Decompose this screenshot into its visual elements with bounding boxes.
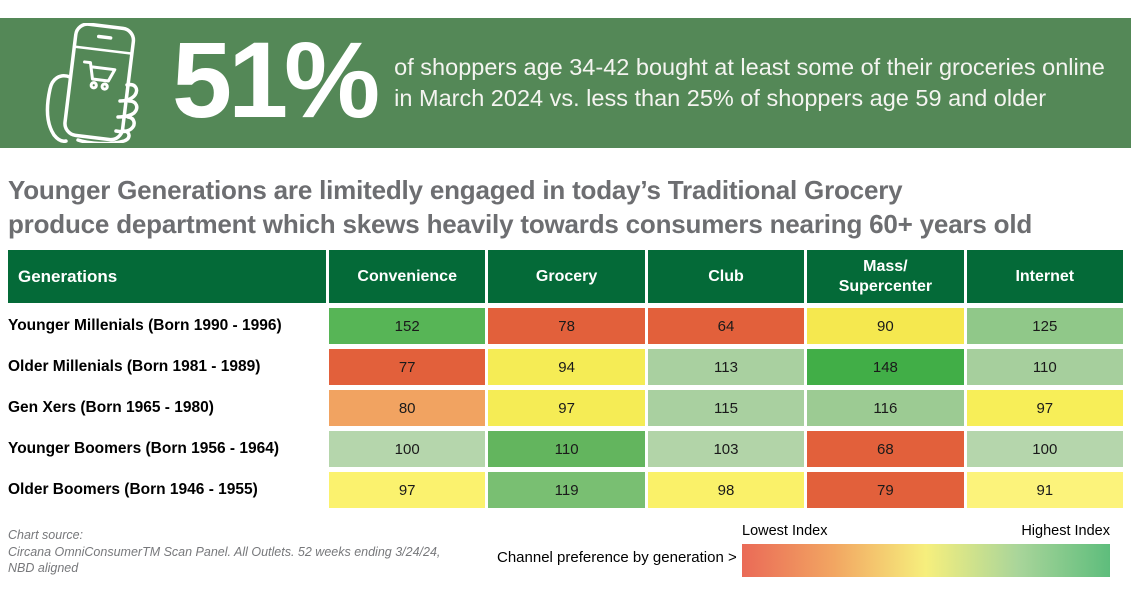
- heatmap-cell: 91: [966, 472, 1123, 508]
- heatmap-cell: 97: [488, 390, 645, 426]
- row-label: Gen Xers (Born 1965 - 1980): [8, 390, 326, 426]
- heatmap-cell: 110: [966, 349, 1123, 385]
- heatmap-cell: 68: [807, 431, 964, 467]
- heatmap-cell: 125: [966, 308, 1123, 344]
- column-header-convenience: Convenience: [329, 250, 486, 303]
- legend-low-label: Lowest Index: [742, 523, 828, 539]
- row-label: Younger Millenials (Born 1990 - 1996): [8, 308, 326, 344]
- hand-holding-phone-with-cart-icon: [45, 23, 139, 143]
- row-label: Older Millenials (Born 1981 - 1989): [8, 349, 326, 385]
- source-line: Chart source:: [8, 528, 84, 542]
- heatmap-cell: 78: [488, 308, 645, 344]
- column-header-mass-supercenter: Mass/ Supercenter: [807, 250, 964, 303]
- row-label: Older Boomers (Born 1946 - 1955): [8, 472, 326, 508]
- heatmap-cell: 97: [966, 390, 1123, 426]
- heatmap-cell: 80: [329, 390, 486, 426]
- column-header-internet: Internet: [966, 250, 1123, 303]
- heatmap-cell: 64: [647, 308, 805, 344]
- stat-value: 51%: [172, 19, 380, 140]
- row-label: Younger Boomers (Born 1956 - 1964): [8, 431, 326, 467]
- index-legend: Lowest Index Highest Index: [742, 523, 1110, 577]
- heatmap-cell: 116: [807, 390, 964, 426]
- heatmap-cell: 79: [807, 472, 964, 508]
- heatmap-cell: 77: [329, 349, 486, 385]
- heatmap-cell: 113: [647, 349, 805, 385]
- heatmap-cell: 119: [488, 472, 645, 508]
- heatmap-cell: 90: [807, 308, 964, 344]
- heatmap-cell: 115: [647, 390, 805, 426]
- source-line: Circana OmniConsumerTM Scan Panel. All O…: [8, 544, 441, 559]
- stat-description: of shoppers age 34-42 bought at least so…: [394, 54, 1105, 111]
- chart-source-note: Chart source: Circana OmniConsumerTM Sca…: [8, 527, 440, 577]
- top-banner: 51% of shoppers age 34-42 bought at leas…: [0, 18, 1131, 148]
- heatmap-cell: 152: [329, 308, 486, 344]
- heatmap-cell: 148: [807, 349, 964, 385]
- headline: Younger Generations are limitedly engage…: [8, 175, 1033, 239]
- legend-caption: Channel preference by generation >: [497, 549, 737, 566]
- heatmap-cell: 103: [647, 431, 805, 467]
- heatmap-cell: 98: [647, 472, 805, 508]
- generation-channel-heatmap: Generations Convenience Grocery Club Mass/ S…: [8, 250, 1123, 508]
- heatmap-cell: 100: [966, 431, 1123, 467]
- legend-high-label: Highest Index: [1021, 523, 1110, 539]
- heatmap-cell: 94: [488, 349, 645, 385]
- column-header-grocery: Grocery: [488, 250, 645, 303]
- heatmap-cell: 110: [488, 431, 645, 467]
- legend-gradient-bar: [742, 544, 1110, 577]
- heatmap-cell: 100: [329, 431, 486, 467]
- heatmap-cell: 97: [329, 472, 486, 508]
- column-header-generations: Generations: [8, 250, 326, 303]
- column-header-club: Club: [647, 250, 805, 303]
- source-line: NBD aligned: [8, 561, 79, 575]
